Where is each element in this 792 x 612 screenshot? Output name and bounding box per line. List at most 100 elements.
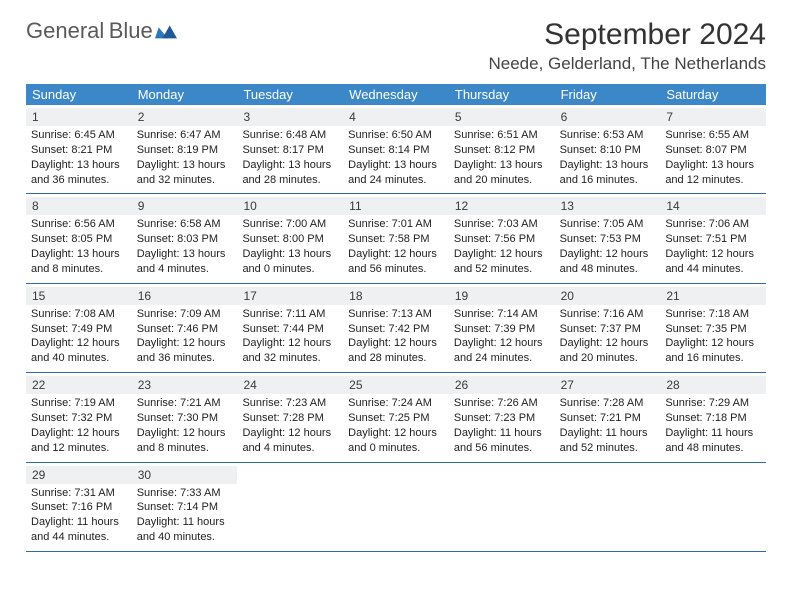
- day-cell: 25Sunrise: 7:24 AMSunset: 7:25 PMDayligh…: [343, 373, 449, 461]
- daylight-text: Daylight: 12 hours and 32 minutes.: [242, 336, 338, 366]
- daylight-text: Daylight: 13 hours and 20 minutes.: [454, 158, 550, 188]
- sunset-text: Sunset: 7:44 PM: [242, 322, 338, 337]
- sunrise-text: Sunrise: 7:09 AM: [137, 307, 233, 322]
- day-cell: 18Sunrise: 7:13 AMSunset: 7:42 PMDayligh…: [343, 284, 449, 372]
- day-number: 30: [132, 466, 238, 484]
- day-cell: 5Sunrise: 6:51 AMSunset: 8:12 PMDaylight…: [449, 105, 555, 193]
- day-cell: 12Sunrise: 7:03 AMSunset: 7:56 PMDayligh…: [449, 194, 555, 282]
- daylight-text: Daylight: 13 hours and 24 minutes.: [348, 158, 444, 188]
- sunrise-text: Sunrise: 7:03 AM: [454, 217, 550, 232]
- day-cell: 10Sunrise: 7:00 AMSunset: 8:00 PMDayligh…: [237, 194, 343, 282]
- day-info: Sunrise: 7:19 AMSunset: 7:32 PMDaylight:…: [31, 396, 127, 455]
- sunrise-text: Sunrise: 7:06 AM: [665, 217, 761, 232]
- day-info: Sunrise: 7:01 AMSunset: 7:58 PMDaylight:…: [348, 217, 444, 276]
- daylight-text: Daylight: 13 hours and 32 minutes.: [137, 158, 233, 188]
- day-info: Sunrise: 6:45 AMSunset: 8:21 PMDaylight:…: [31, 128, 127, 187]
- dow-tuesday: Tuesday: [237, 84, 343, 105]
- day-cell: 2Sunrise: 6:47 AMSunset: 8:19 PMDaylight…: [132, 105, 238, 193]
- sunrise-text: Sunrise: 7:26 AM: [454, 396, 550, 411]
- daylight-text: Daylight: 11 hours and 52 minutes.: [560, 426, 656, 456]
- day-info: Sunrise: 7:00 AMSunset: 8:00 PMDaylight:…: [242, 217, 338, 276]
- daylight-text: Daylight: 12 hours and 44 minutes.: [665, 247, 761, 277]
- sunset-text: Sunset: 8:12 PM: [454, 143, 550, 158]
- day-number: 4: [343, 108, 449, 126]
- day-cell: 19Sunrise: 7:14 AMSunset: 7:39 PMDayligh…: [449, 284, 555, 372]
- day-cell: 28Sunrise: 7:29 AMSunset: 7:18 PMDayligh…: [660, 373, 766, 461]
- sunrise-text: Sunrise: 7:23 AM: [242, 396, 338, 411]
- sunrise-text: Sunrise: 7:11 AM: [242, 307, 338, 322]
- day-cell: 29Sunrise: 7:31 AMSunset: 7:16 PMDayligh…: [26, 463, 132, 551]
- sunrise-text: Sunrise: 7:31 AM: [31, 486, 127, 501]
- daylight-text: Daylight: 12 hours and 4 minutes.: [242, 426, 338, 456]
- day-number: 22: [26, 376, 132, 394]
- sunset-text: Sunset: 7:18 PM: [665, 411, 761, 426]
- logo: General Blue: [26, 20, 177, 43]
- day-number: 13: [555, 197, 661, 215]
- day-info: Sunrise: 7:09 AMSunset: 7:46 PMDaylight:…: [137, 307, 233, 366]
- day-info: Sunrise: 6:50 AMSunset: 8:14 PMDaylight:…: [348, 128, 444, 187]
- dow-saturday: Saturday: [660, 84, 766, 105]
- day-info: Sunrise: 6:47 AMSunset: 8:19 PMDaylight:…: [137, 128, 233, 187]
- sunrise-text: Sunrise: 7:16 AM: [560, 307, 656, 322]
- day-info: Sunrise: 7:28 AMSunset: 7:21 PMDaylight:…: [560, 396, 656, 455]
- dow-wednesday: Wednesday: [343, 84, 449, 105]
- day-info: Sunrise: 6:48 AMSunset: 8:17 PMDaylight:…: [242, 128, 338, 187]
- sunrise-text: Sunrise: 7:01 AM: [348, 217, 444, 232]
- day-cell-empty: [237, 463, 343, 551]
- sunset-text: Sunset: 7:28 PM: [242, 411, 338, 426]
- sunset-text: Sunset: 7:14 PM: [137, 500, 233, 515]
- day-info: Sunrise: 7:06 AMSunset: 7:51 PMDaylight:…: [665, 217, 761, 276]
- sunset-text: Sunset: 7:58 PM: [348, 232, 444, 247]
- sunrise-text: Sunrise: 7:05 AM: [560, 217, 656, 232]
- week-row: 1Sunrise: 6:45 AMSunset: 8:21 PMDaylight…: [26, 105, 766, 194]
- day-number: 7: [660, 108, 766, 126]
- sunrise-text: Sunrise: 7:08 AM: [31, 307, 127, 322]
- logo-text-general: General: [26, 18, 104, 43]
- sunset-text: Sunset: 8:10 PM: [560, 143, 656, 158]
- daylight-text: Daylight: 12 hours and 56 minutes.: [348, 247, 444, 277]
- daylight-text: Daylight: 13 hours and 28 minutes.: [242, 158, 338, 188]
- day-cell: 23Sunrise: 7:21 AMSunset: 7:30 PMDayligh…: [132, 373, 238, 461]
- day-info: Sunrise: 7:21 AMSunset: 7:30 PMDaylight:…: [137, 396, 233, 455]
- daylight-text: Daylight: 12 hours and 20 minutes.: [560, 336, 656, 366]
- day-cell: 11 Sunrise: 7:01 AMSunset: 7:58 PMDayligh…: [343, 194, 449, 282]
- weeks-container: 1Sunrise: 6:45 AMSunset: 8:21 PMDaylight…: [26, 105, 766, 552]
- sunrise-text: Sunrise: 7:00 AM: [242, 217, 338, 232]
- sunrise-text: Sunrise: 6:50 AM: [348, 128, 444, 143]
- day-number: 24: [237, 376, 343, 394]
- day-info: Sunrise: 6:55 AMSunset: 8:07 PMDaylight:…: [665, 128, 761, 187]
- day-number: 16: [132, 287, 238, 305]
- day-info: Sunrise: 7:24 AMSunset: 7:25 PMDaylight:…: [348, 396, 444, 455]
- month-title: September 2024: [488, 18, 766, 52]
- logo-text-blue: Blue: [109, 18, 153, 43]
- sunrise-text: Sunrise: 7:18 AM: [665, 307, 761, 322]
- week-row: 22Sunrise: 7:19 AMSunset: 7:32 PMDayligh…: [26, 373, 766, 462]
- day-info: Sunrise: 6:56 AMSunset: 8:05 PMDaylight:…: [31, 217, 127, 276]
- sunset-text: Sunset: 7:21 PM: [560, 411, 656, 426]
- sunrise-text: Sunrise: 6:58 AM: [137, 217, 233, 232]
- day-number: 29: [26, 466, 132, 484]
- day-number: 8: [26, 197, 132, 215]
- day-info: Sunrise: 7:33 AMSunset: 7:14 PMDaylight:…: [137, 486, 233, 545]
- day-cell-empty: [660, 463, 766, 551]
- location: Neede, Gelderland, The Netherlands: [488, 54, 766, 74]
- daylight-text: Daylight: 13 hours and 8 minutes.: [31, 247, 127, 277]
- sunrise-text: Sunrise: 7:19 AM: [31, 396, 127, 411]
- sunrise-text: Sunrise: 6:56 AM: [31, 217, 127, 232]
- day-info: Sunrise: 7:08 AMSunset: 7:49 PMDaylight:…: [31, 307, 127, 366]
- day-cell: 14Sunrise: 7:06 AMSunset: 7:51 PMDayligh…: [660, 194, 766, 282]
- day-number: 6: [555, 108, 661, 126]
- week-row: 8Sunrise: 6:56 AMSunset: 8:05 PMDaylight…: [26, 194, 766, 283]
- sunrise-text: Sunrise: 7:28 AM: [560, 396, 656, 411]
- sunset-text: Sunset: 8:03 PM: [137, 232, 233, 247]
- day-cell: 20Sunrise: 7:16 AMSunset: 7:37 PMDayligh…: [555, 284, 661, 372]
- sunset-text: Sunset: 8:05 PM: [31, 232, 127, 247]
- day-info: Sunrise: 7:05 AMSunset: 7:53 PMDaylight:…: [560, 217, 656, 276]
- day-cell-empty: [343, 463, 449, 551]
- week-row: 15Sunrise: 7:08 AMSunset: 7:49 PMDayligh…: [26, 284, 766, 373]
- sunset-text: Sunset: 7:32 PM: [31, 411, 127, 426]
- day-number: 11: [343, 197, 449, 215]
- sunrise-text: Sunrise: 7:13 AM: [348, 307, 444, 322]
- day-cell: 1Sunrise: 6:45 AMSunset: 8:21 PMDaylight…: [26, 105, 132, 193]
- day-number: 5: [449, 108, 555, 126]
